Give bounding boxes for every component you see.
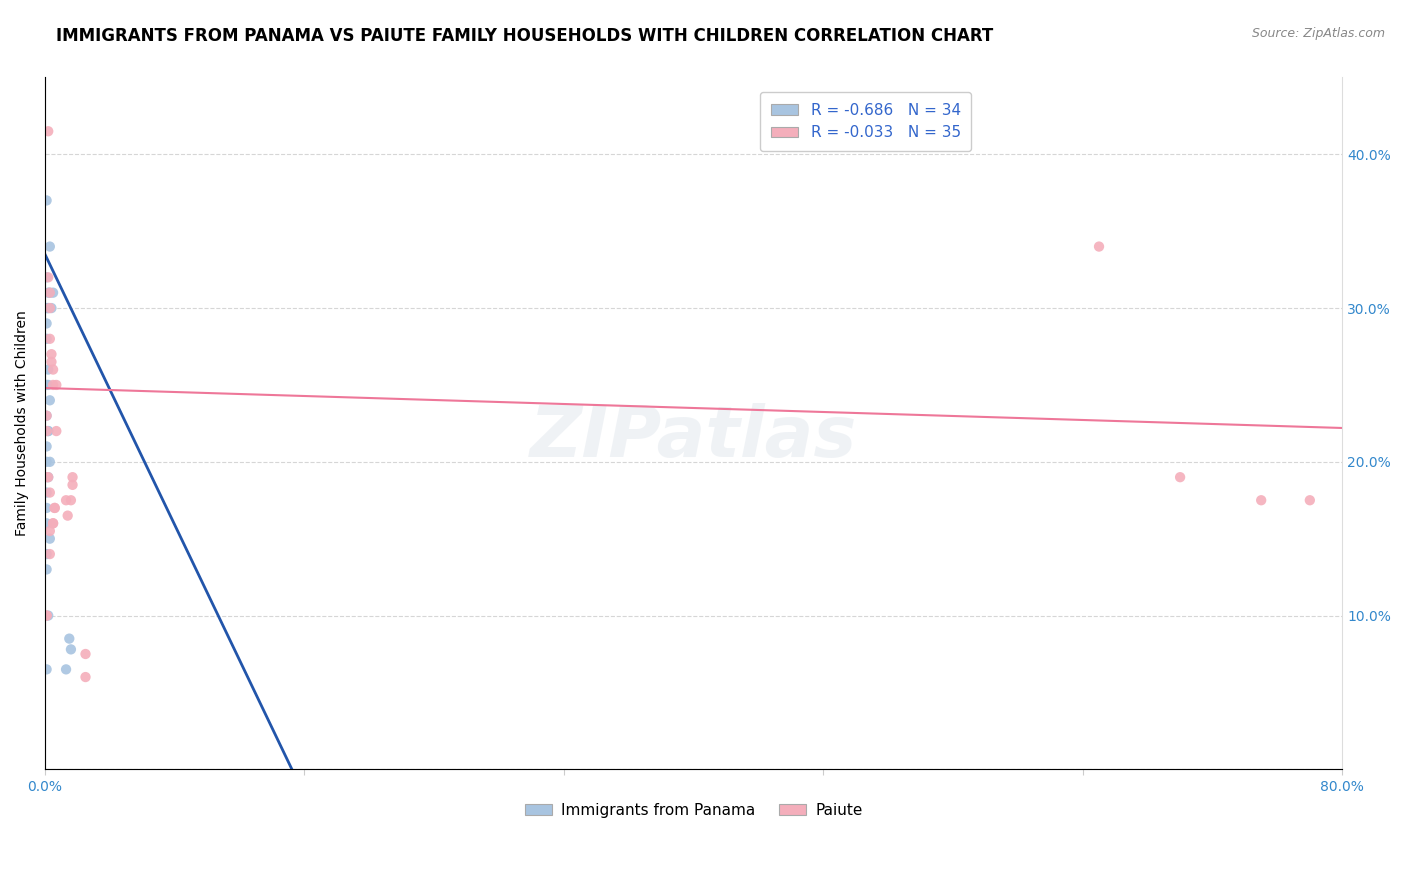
Point <box>35 662 58 676</box>
Point <box>35 194 58 208</box>
Point <box>37 424 59 438</box>
Point <box>35 424 58 438</box>
Point <box>35 562 58 576</box>
Point <box>1088 239 1111 253</box>
Point <box>37 301 59 315</box>
Point <box>37 470 59 484</box>
Point <box>55 493 77 508</box>
Point <box>55 662 77 676</box>
Point <box>1299 493 1322 508</box>
Point <box>38 301 60 315</box>
Point <box>35 485 58 500</box>
Point <box>38 393 60 408</box>
Point <box>42 378 65 392</box>
Point <box>41 301 63 315</box>
Point <box>38 547 60 561</box>
Point <box>37 124 59 138</box>
Point <box>37 608 59 623</box>
Point <box>35 409 58 423</box>
Point <box>42 285 65 300</box>
Point <box>37 424 59 438</box>
Point <box>44 500 66 515</box>
Point <box>1250 493 1272 508</box>
Point <box>35 455 58 469</box>
Point <box>75 647 97 661</box>
Point <box>35 470 58 484</box>
Point <box>42 516 65 531</box>
Point <box>59 642 82 657</box>
Point <box>42 362 65 376</box>
Point <box>35 516 58 531</box>
Point <box>42 516 65 531</box>
Point <box>44 500 66 515</box>
Point <box>37 301 59 315</box>
Point <box>35 608 58 623</box>
Point <box>35 608 58 623</box>
Point <box>37 270 59 285</box>
Point <box>37 470 59 484</box>
Point <box>35 547 58 561</box>
Point <box>62 478 84 492</box>
Point <box>35 378 58 392</box>
Point <box>35 270 58 285</box>
Point <box>45 378 67 392</box>
Point <box>35 301 58 315</box>
Legend: Immigrants from Panama, Paiute: Immigrants from Panama, Paiute <box>519 797 869 824</box>
Point <box>1168 470 1191 484</box>
Point <box>75 670 97 684</box>
Point <box>62 470 84 484</box>
Point <box>41 347 63 361</box>
Point <box>38 524 60 538</box>
Point <box>38 532 60 546</box>
Point <box>35 409 58 423</box>
Text: Source: ZipAtlas.com: Source: ZipAtlas.com <box>1251 27 1385 40</box>
Text: ZIPatlas: ZIPatlas <box>530 402 858 472</box>
Point <box>41 355 63 369</box>
Point <box>38 285 60 300</box>
Point <box>37 362 59 376</box>
Point <box>38 485 60 500</box>
Y-axis label: Family Households with Children: Family Households with Children <box>15 310 30 536</box>
Point <box>35 439 58 453</box>
Text: IMMIGRANTS FROM PANAMA VS PAIUTE FAMILY HOUSEHOLDS WITH CHILDREN CORRELATION CHA: IMMIGRANTS FROM PANAMA VS PAIUTE FAMILY … <box>56 27 994 45</box>
Point <box>35 332 58 346</box>
Point <box>38 332 60 346</box>
Point <box>56 508 79 523</box>
Point <box>59 493 82 508</box>
Point <box>38 455 60 469</box>
Point <box>38 239 60 253</box>
Point <box>45 424 67 438</box>
Point <box>37 378 59 392</box>
Point <box>38 285 60 300</box>
Point <box>37 285 59 300</box>
Point <box>35 500 58 515</box>
Point <box>35 317 58 331</box>
Point <box>58 632 80 646</box>
